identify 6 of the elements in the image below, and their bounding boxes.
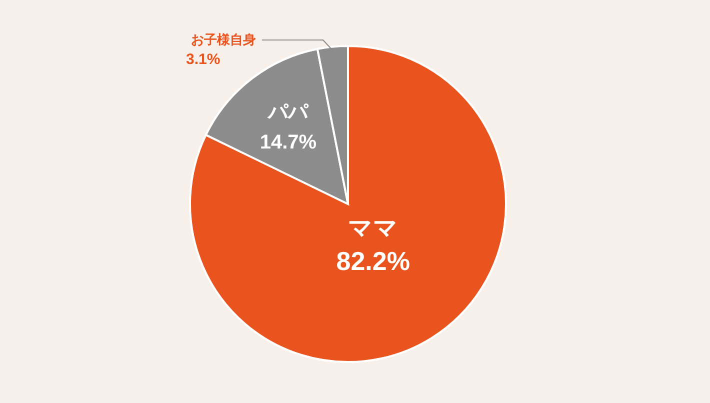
data-label: 14.7% xyxy=(260,131,317,154)
slice-label: ママ xyxy=(348,215,398,242)
data-label: 82.2% xyxy=(336,246,410,276)
slice-label: お子様自身 xyxy=(191,32,256,47)
slice-label: パパ xyxy=(267,101,310,124)
data-label: 3.1% xyxy=(186,51,220,68)
